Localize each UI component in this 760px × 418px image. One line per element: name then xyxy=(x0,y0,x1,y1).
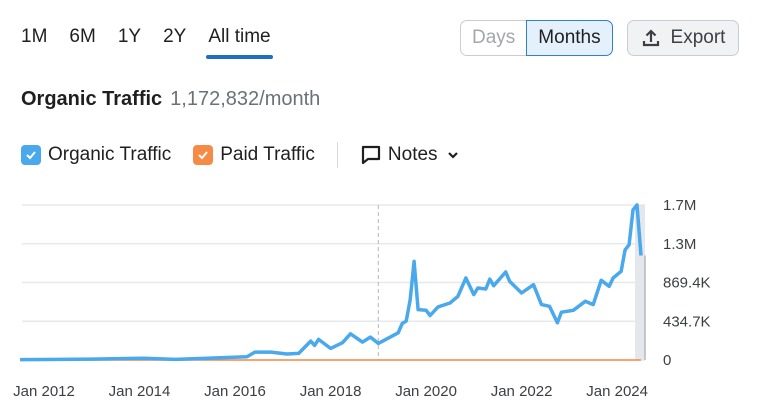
granularity-toggle: Days Months xyxy=(460,20,613,56)
x-tick-label: Jan 2014 xyxy=(109,383,171,400)
legend-organic-toggle[interactable]: Organic Traffic xyxy=(21,144,171,166)
x-tick-label: Jan 2020 xyxy=(395,383,457,400)
divider xyxy=(336,142,338,168)
check-icon xyxy=(198,151,208,160)
y-tick-label: 1.3M xyxy=(663,236,696,253)
current-period-band xyxy=(635,205,645,360)
y-tick-label: 434.7K xyxy=(663,313,711,330)
traffic-chart: 0 434.7K 869.4K 1.3M 1.7M Jan 2012 Jan 2014 Ja… xyxy=(13,197,711,400)
legend-paid-toggle[interactable]: Paid Traffic xyxy=(193,144,315,166)
x-tick-label: Jan 2012 xyxy=(13,383,75,400)
legend-paid-label: Paid Traffic xyxy=(220,144,315,165)
x-tick-label: Jan 2024 xyxy=(586,383,648,400)
months-button[interactable]: Months xyxy=(526,20,613,56)
page-title: Organic Traffic 1,172,832/month xyxy=(21,88,320,111)
chevron-down-icon xyxy=(447,152,458,159)
notes-label: Notes xyxy=(387,144,438,165)
notes-dropdown[interactable]: Notes xyxy=(360,144,460,166)
series-line-organic-traffic xyxy=(20,203,643,362)
y-tick-label: 1.7M xyxy=(663,197,696,214)
check-icon xyxy=(26,151,36,160)
y-tick-label: 0 xyxy=(663,352,671,369)
tab-all-time[interactable]: All time xyxy=(206,26,273,59)
export-button[interactable]: Export xyxy=(627,20,739,56)
tab-6m[interactable]: 6M xyxy=(69,26,96,47)
legend: Organic Traffic Paid Traffic Notes xyxy=(21,142,482,168)
metric-value: 1,172,832/month xyxy=(170,88,321,110)
tab-1y[interactable]: 1Y xyxy=(117,26,142,47)
legend-organic-label: Organic Traffic xyxy=(48,144,172,165)
x-tick-label: Jan 2022 xyxy=(491,383,553,400)
export-label: Export xyxy=(670,27,726,48)
checkbox-organic[interactable] xyxy=(21,145,41,165)
range-tabs: 1M 6M 1Y 2Y All time xyxy=(21,26,273,59)
checkbox-paid[interactable] xyxy=(193,145,214,165)
y-tick-label: 869.4K xyxy=(663,275,711,292)
metric-title: Organic Traffic xyxy=(21,88,163,110)
tab-1m[interactable]: 1M xyxy=(21,26,48,47)
comment-icon xyxy=(361,145,381,165)
x-tick-label: Jan 2016 xyxy=(204,383,266,400)
tab-2y[interactable]: 2Y xyxy=(163,26,187,47)
days-button[interactable]: Days xyxy=(460,20,527,56)
upload-icon xyxy=(642,29,659,47)
x-tick-label: Jan 2018 xyxy=(300,383,362,400)
